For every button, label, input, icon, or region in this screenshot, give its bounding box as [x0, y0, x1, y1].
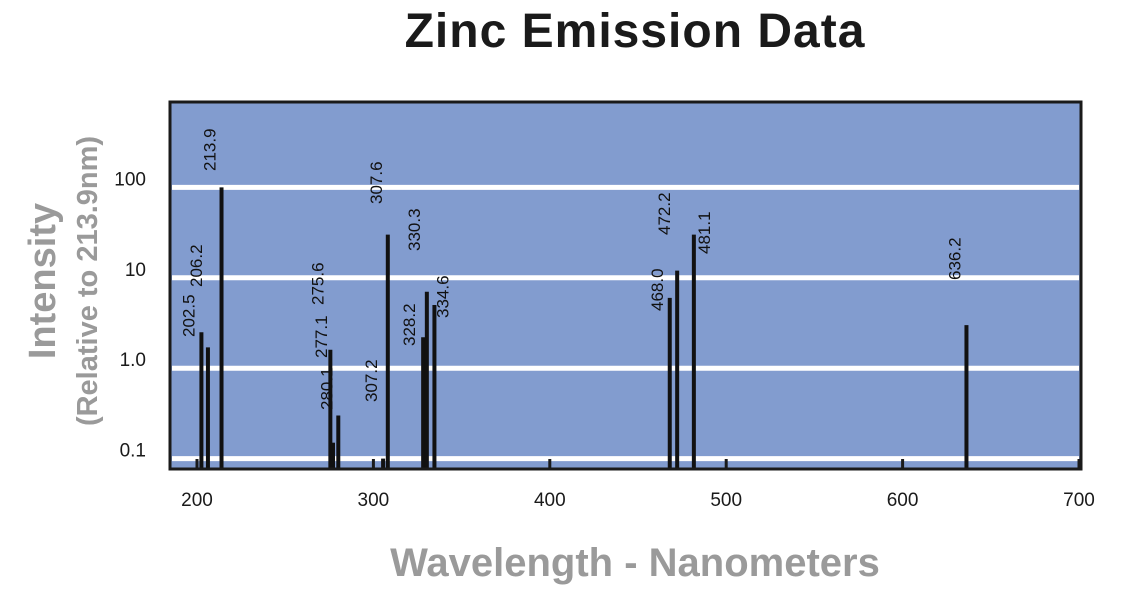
x-axis-ticks	[195, 459, 1081, 469]
x-tick-label: 400	[534, 490, 566, 511]
emission-line-label: 275.6	[308, 262, 327, 305]
x-axis-title: Wavelength - Nanometers	[390, 541, 880, 585]
emission-line-label: 334.6	[433, 275, 452, 318]
plot-frame	[168, 100, 1083, 471]
emission-line-label: 468.0	[648, 268, 667, 311]
emission-line-label: 328.2	[400, 303, 419, 346]
x-tick-label: 200	[181, 490, 213, 511]
y-tick-label: 10	[125, 260, 146, 281]
chart-title: Zinc Emission Data	[404, 5, 866, 58]
emission-line-label: 277.1	[312, 315, 331, 358]
y-tick-label: 1.0	[120, 350, 146, 371]
y-tick-label: 0.1	[120, 441, 146, 462]
gridlines	[172, 184, 1079, 462]
x-axis-tick-labels: 200 300 400 500 600 700	[181, 490, 1095, 511]
emission-line-label: 307.6	[367, 161, 386, 204]
x-tick-label: 300	[358, 490, 390, 511]
emission-line-label: 307.2	[362, 359, 381, 402]
emission-line-label: 636.2	[945, 237, 964, 280]
y-axis-title: Intensity	[22, 203, 64, 359]
emission-line-label: 213.9	[201, 128, 220, 171]
y-axis-subtitle: (Relative to 213.9nm)	[72, 136, 104, 426]
plot-area	[170, 102, 1081, 469]
emission-line-label: 206.2	[187, 244, 206, 287]
emission-line-label: 330.3	[405, 208, 424, 251]
emission-line-label: 481.1	[695, 211, 714, 254]
emission-lines	[199, 187, 969, 468]
emission-line-label: 472.2	[655, 192, 674, 235]
x-tick-label: 700	[1063, 490, 1095, 511]
emission-line-label: 202.5	[179, 294, 198, 337]
x-tick-label: 500	[710, 490, 742, 511]
x-tick-label: 600	[887, 490, 919, 511]
y-tick-label: 100	[114, 169, 146, 190]
y-axis-tick-labels: 0.1 1.0 10 100	[114, 169, 146, 461]
emission-line-labels: 202.5 206.2 213.9 275.6 277.1 280.1 307.2 307.6…	[179, 128, 964, 410]
emission-line-label: 280.1	[317, 367, 336, 410]
